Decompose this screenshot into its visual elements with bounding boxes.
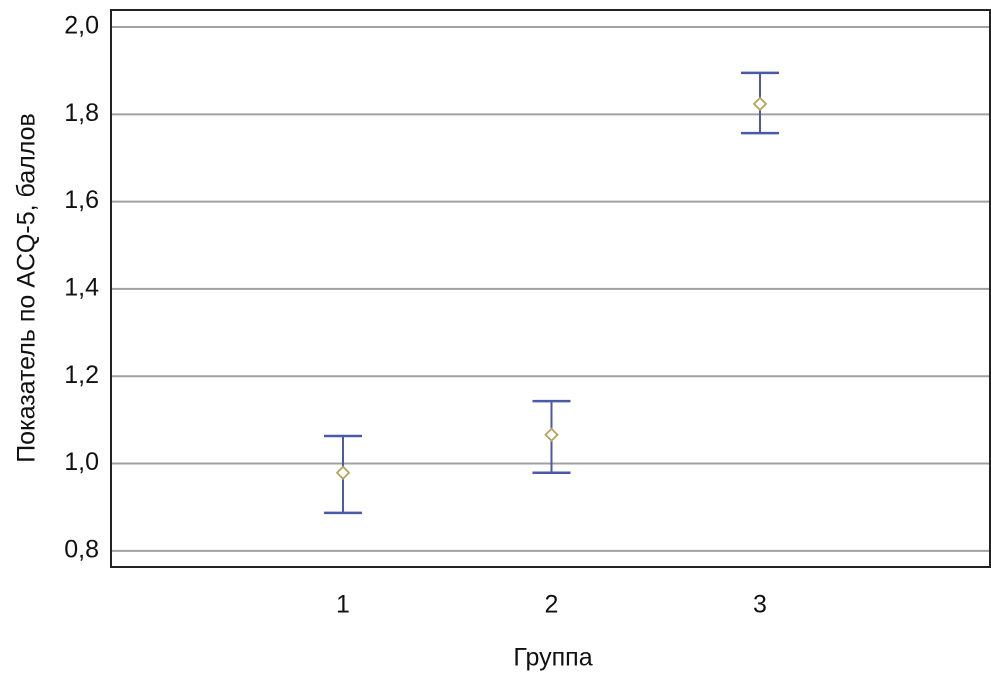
y-tick-label: 1,6 [64,186,99,214]
mean-marker [544,427,559,443]
mean-marker [335,465,351,480]
x-tick-label: 2 [545,591,559,619]
y-tick-label: 2,0 [64,12,99,40]
y-axis-label: Показатель по ACQ-5, баллов [13,113,41,463]
y-tick-label: 0,8 [64,535,99,563]
y-tick-label: 1,8 [64,99,99,127]
x-tick-label: 3 [753,591,767,619]
x-tick-label: 1 [336,591,350,619]
plot-frame [110,9,991,568]
mean-marker [752,96,768,112]
y-tick-label: 1,4 [64,274,99,302]
x-axis-label: Группа [513,644,592,672]
y-tick-label: 1,2 [64,361,99,389]
y-tick-label: 1,0 [64,448,99,476]
